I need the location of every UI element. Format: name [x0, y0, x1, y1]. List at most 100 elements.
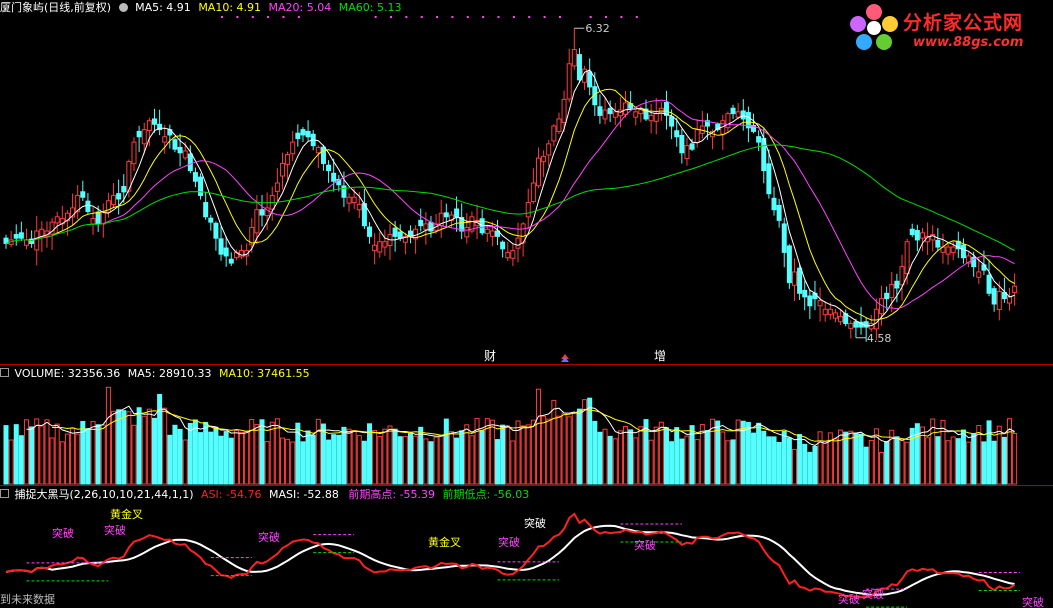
candle-body [971, 256, 977, 268]
event-dot [543, 16, 546, 18]
candle-body [848, 323, 854, 329]
volume-bar [653, 426, 659, 485]
volume-bar [254, 424, 260, 485]
candle-body [218, 238, 224, 255]
volume-bar [141, 415, 147, 485]
volume-bar [198, 432, 204, 485]
volume-bar [566, 416, 572, 485]
candle-body [679, 134, 685, 154]
stock-title: 厦门象屿(日线,前复权) [0, 1, 112, 14]
volume-bar [157, 393, 163, 485]
candle-body [704, 120, 710, 127]
volume-bar [151, 417, 157, 485]
volume-bar [674, 427, 680, 485]
volume-bar [136, 407, 142, 485]
volume-bar [290, 441, 296, 485]
volume-bar [592, 420, 598, 485]
volume-bar [546, 418, 552, 485]
candle-body [274, 182, 280, 192]
candle-body [85, 200, 91, 212]
candle-body [372, 244, 378, 252]
candle-body [674, 130, 680, 138]
dropdown-circle-icon[interactable] [118, 3, 128, 12]
candle-body [34, 230, 40, 251]
volume-bar [448, 431, 454, 485]
volume-bar [259, 419, 265, 485]
volume-bar [525, 424, 531, 485]
volume-bar [663, 427, 669, 485]
high-price-label: 6.32 [585, 22, 610, 35]
volume-bar [873, 428, 879, 485]
volume-bar [372, 429, 378, 485]
volume-bar [628, 429, 634, 485]
volume-ma5-line [26, 405, 1015, 446]
volume-bar [914, 423, 920, 485]
volume-bar [70, 427, 76, 485]
candle-body [745, 112, 751, 129]
volume-bar [643, 419, 649, 485]
candle-body [500, 241, 506, 250]
volume-bar [182, 439, 188, 485]
event-dot [436, 16, 439, 18]
candle-body [827, 308, 833, 315]
candle-body [776, 204, 782, 221]
volume-bar [484, 418, 490, 485]
volume-bar [786, 437, 792, 485]
low-price-label: 4.58 [867, 332, 892, 345]
logo: 分析家公式网 www.88gs.com [847, 2, 1047, 56]
volume-bar [402, 435, 408, 485]
candle-body [1001, 292, 1007, 300]
volume-bar [971, 433, 977, 485]
indicator-square-icon [0, 489, 9, 498]
volume-bar [326, 439, 332, 485]
candle-body [182, 150, 188, 159]
volume-bar [976, 425, 982, 485]
volume-label: VOLUME: 32356.36 [14, 367, 121, 380]
candle-body [822, 308, 828, 316]
candle-body [525, 202, 531, 218]
candle-body [648, 114, 654, 122]
volume-bar [13, 424, 19, 485]
event-dot [635, 16, 638, 18]
volume-bar [310, 434, 316, 485]
volume-bar [899, 440, 905, 485]
volume-bar [541, 415, 547, 485]
candle-body [623, 102, 629, 115]
volume-bar [274, 418, 280, 485]
event-dot [482, 16, 485, 18]
candle-body [966, 255, 972, 264]
volume-ma10-label: MA10: 37461.55 [218, 367, 310, 380]
candle-body [935, 239, 941, 248]
volume-bar [187, 422, 193, 485]
volume-bar [704, 429, 710, 485]
volume-bar [469, 435, 475, 485]
volume-bar [832, 438, 838, 485]
volume-bar [54, 423, 60, 485]
volume-bar [315, 418, 321, 485]
candle-body [1012, 285, 1018, 294]
candle-body [960, 244, 966, 259]
event-dot [405, 16, 408, 18]
candle-body [459, 217, 465, 232]
volume-bar [551, 399, 557, 485]
candle-body [75, 194, 81, 213]
candle-body [612, 111, 618, 118]
volume-bar [925, 437, 931, 485]
asi-line [5, 512, 1016, 599]
volume-bar [131, 424, 137, 485]
volume-bar [756, 422, 762, 485]
volume-bar [617, 430, 623, 485]
candle-body [336, 178, 342, 186]
volume-bar [90, 420, 96, 485]
candle-body [832, 312, 838, 319]
candle-body [991, 288, 997, 305]
volume-bar [945, 440, 951, 485]
candle-body [213, 222, 219, 239]
volume-bar [279, 437, 285, 485]
candle-body [192, 172, 198, 182]
volume-bar [177, 428, 183, 485]
volume-bar [351, 430, 357, 485]
volume-bar [720, 431, 726, 485]
volume-bar [34, 418, 40, 485]
candle-body [904, 241, 910, 275]
